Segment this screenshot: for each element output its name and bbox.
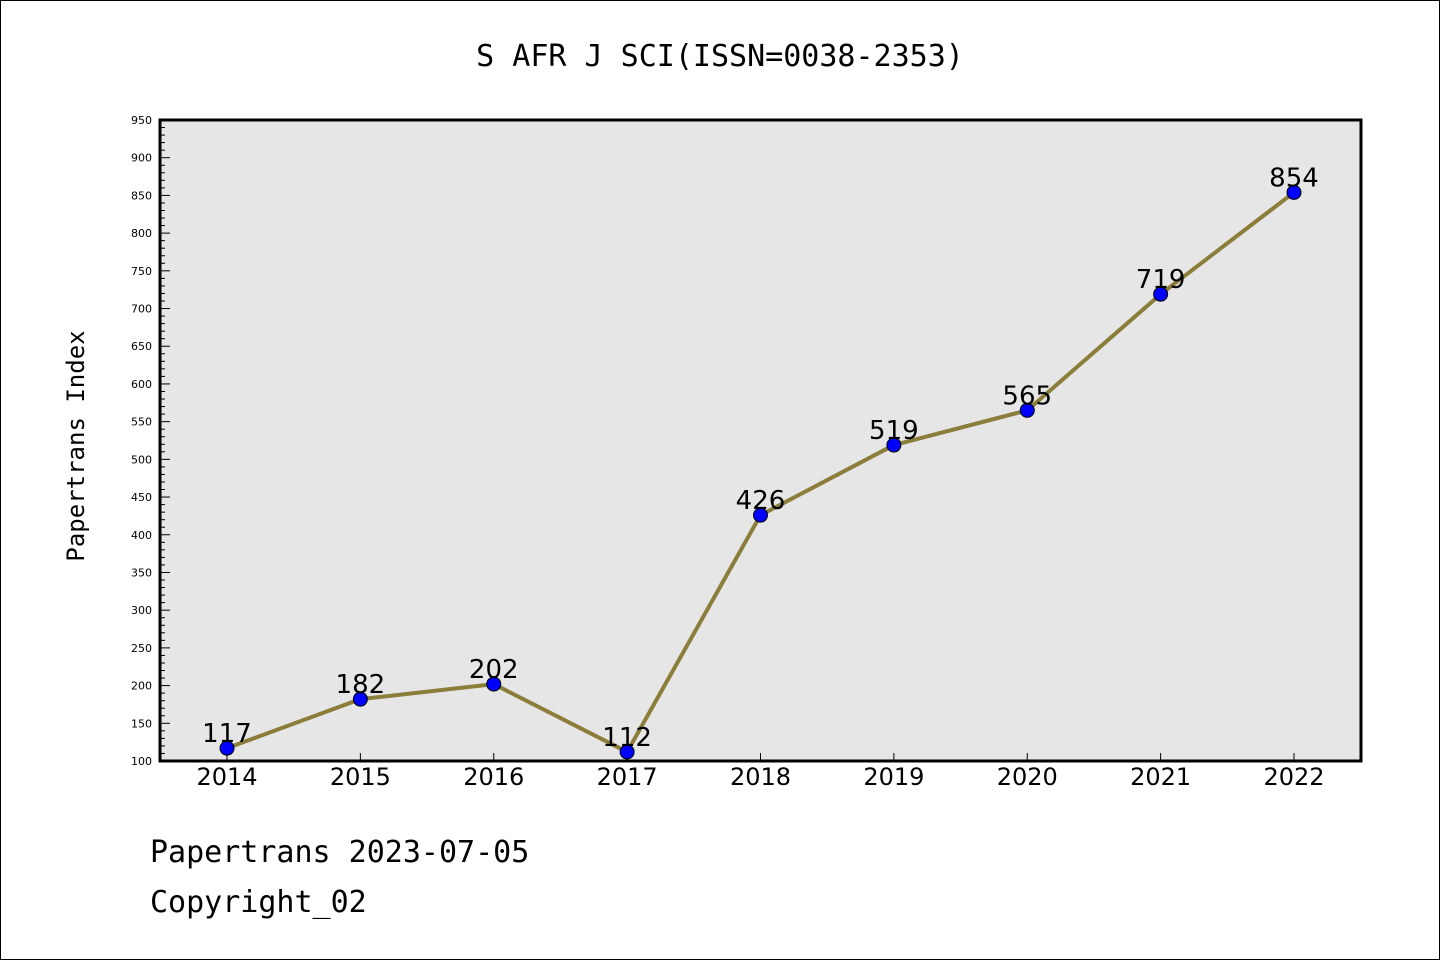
data-point — [753, 507, 768, 523]
y-tick-label: 800 — [131, 227, 152, 240]
x-tick-label: 2021 — [1130, 763, 1191, 791]
y-tick-label: 700 — [131, 303, 152, 316]
data-label: 519 — [869, 416, 919, 446]
x-tick-label: 2017 — [597, 763, 658, 791]
x-tick-label: 2014 — [196, 763, 257, 791]
data-point — [486, 676, 502, 692]
plot-border — [158, 118, 1363, 763]
x-axis-ticks: 2014 2015 2016 2017 2018 2019 2020 2021 2022 — [196, 753, 1325, 791]
x-tick-label: 2020 — [997, 763, 1058, 791]
data-point — [886, 437, 902, 453]
y-tick-label: 750 — [131, 265, 152, 278]
x-tick-label: 2022 — [1263, 763, 1324, 791]
data-label: 182 — [336, 670, 386, 700]
data-label: 426 — [736, 486, 786, 516]
y-tick-label: 450 — [131, 491, 152, 504]
data-point — [219, 740, 235, 756]
y-tick-label: 650 — [131, 340, 152, 353]
y-tick-label: 200 — [131, 680, 152, 693]
plot-area — [160, 120, 1361, 761]
series-layer — [219, 184, 1302, 760]
chart-title: S AFR J SCI(ISSN=0038-2353) — [476, 39, 964, 74]
x-tick-label: 2016 — [463, 763, 524, 791]
data-label: 202 — [469, 655, 519, 685]
y-tick-label: 400 — [131, 529, 152, 542]
data-point — [619, 744, 635, 760]
y-axis-ticks: 100 150 200 250 300 350 400 450 500 550 600 650 700 7… — [131, 114, 170, 768]
data-point — [1019, 402, 1035, 418]
footer-date: Papertrans 2023-07-05 — [150, 835, 530, 870]
data-label: 112 — [602, 723, 652, 753]
data-labels: 117 182 202 112 426 519 565 719 854 — [202, 163, 1319, 753]
x-tick-label: 2019 — [863, 763, 924, 791]
data-label: 854 — [1269, 163, 1319, 193]
data-point — [352, 691, 368, 707]
y-tick-label: 950 — [131, 114, 152, 127]
y-tick-label: 250 — [131, 642, 152, 655]
y-tick-label: 100 — [131, 755, 152, 768]
footer-copyright: Copyright_02 — [150, 885, 367, 920]
y-tick-label: 850 — [131, 189, 152, 202]
data-label: 565 — [1002, 381, 1052, 411]
y-tick-label: 550 — [131, 416, 152, 429]
data-point — [1286, 184, 1302, 200]
y-axis-label: Papertrans Index — [62, 330, 90, 561]
x-tick-label: 2015 — [330, 763, 391, 791]
y-tick-label: 600 — [131, 378, 152, 391]
x-tick-label: 2018 — [730, 763, 791, 791]
data-point — [1153, 286, 1169, 302]
y-tick-label: 500 — [131, 453, 152, 466]
data-label: 719 — [1136, 265, 1186, 295]
y-tick-label: 150 — [131, 717, 152, 730]
y-tick-label: 300 — [131, 604, 152, 617]
y-tick-label: 900 — [131, 152, 152, 165]
y-tick-label: 350 — [131, 566, 152, 579]
data-label: 117 — [202, 719, 252, 749]
